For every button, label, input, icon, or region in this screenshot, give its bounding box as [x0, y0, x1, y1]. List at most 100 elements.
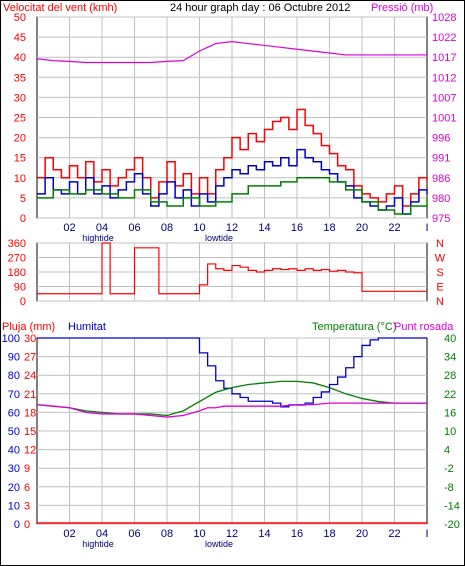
x-hour-label: 14: [258, 528, 270, 540]
humidity-y-tick: 90: [8, 352, 20, 364]
wind-y-tick: 50: [14, 12, 26, 24]
rain-y-tick: 24: [24, 370, 36, 382]
wind_avg-series-line: [37, 177, 428, 215]
pressure-y-tick: 1012: [432, 72, 456, 84]
pressure-y-tick: 986: [432, 173, 450, 185]
rain-label: Pluja (mm): [2, 321, 55, 333]
humidity-y-tick: 30: [8, 463, 20, 475]
compass-label: W: [435, 253, 446, 265]
wind-y-tick: 0: [20, 213, 26, 225]
temperature-y-tick: 16: [444, 407, 456, 419]
direction-series-line: [37, 242, 427, 295]
x-hour-label: 22: [388, 528, 400, 540]
pressure-y-tick: 975: [432, 213, 450, 225]
humidity-series-line: [37, 337, 427, 408]
pressure-y-tick: 1028: [432, 12, 456, 24]
wind-title: Velocitat del vent (kmh): [3, 2, 117, 14]
pressure-y-tick: 980: [432, 193, 450, 205]
temperature-series-line: [36, 380, 427, 417]
graph-title: 24 hour graph day : 06 Octubre 2012: [170, 2, 350, 14]
compass-label: N: [436, 296, 444, 308]
temperature-y-tick: 40: [444, 333, 456, 345]
chart-marks: 0510152025303540455097598098699199610011…: [2, 12, 460, 549]
wind-y-tick: 20: [14, 133, 26, 145]
compass-label: S: [436, 267, 443, 279]
wind-y-tick: 35: [14, 72, 26, 84]
direction-y-tick: 360: [8, 238, 26, 250]
x-hour-label: 18: [323, 222, 335, 234]
pressure-y-tick: 1017: [432, 52, 456, 64]
wind-y-tick: 40: [14, 52, 26, 64]
x-hour-label: 10: [193, 528, 205, 540]
wind-y-tick: 15: [14, 153, 26, 165]
x-hour-label: 06: [128, 528, 140, 540]
x-hour-label: 16: [291, 528, 303, 540]
compass-label: E: [436, 282, 443, 294]
temperature-y-tick: 10: [444, 426, 456, 438]
direction-y-tick: 270: [8, 253, 26, 265]
humidity-y-tick: 70: [8, 389, 20, 401]
x-hour-label: 20: [356, 528, 368, 540]
hightide-label: hightide: [82, 233, 114, 243]
rain-y-tick: 30: [24, 333, 36, 345]
direction-y-tick: 90: [14, 282, 26, 294]
compass-label: N: [436, 238, 444, 250]
humidity-y-tick: 100: [2, 333, 20, 345]
temperature-y-tick: -2: [444, 463, 454, 475]
lowtide-label: lowtide: [205, 539, 233, 549]
x-hour-label: 06: [128, 222, 140, 234]
wind-y-tick: 10: [14, 173, 26, 185]
rain-y-tick: 6: [24, 482, 30, 494]
rain-y-tick: 18: [24, 407, 36, 419]
pressure-series-line: [36, 41, 427, 64]
rain-y-tick: 12: [24, 445, 36, 457]
dew-label: Punt rosada: [394, 321, 454, 333]
humidity-label: Humitat: [68, 321, 106, 333]
x-hour-label: 14: [258, 222, 270, 234]
lowtide-label: lowtide: [205, 233, 233, 243]
temperature-y-tick: 28: [444, 370, 456, 382]
humidity-y-tick: 0: [14, 519, 20, 531]
temperature-label: Temperatura (°C): [312, 321, 396, 333]
x-hour-label: 08: [161, 528, 173, 540]
x-hour-label: 08: [161, 222, 173, 234]
x-hour-label: 10: [193, 222, 205, 234]
x-hour-label: 04: [96, 222, 108, 234]
temperature-y-tick: 22: [444, 389, 456, 401]
rain-y-tick: 0: [24, 519, 30, 531]
rain-y-tick: 3: [24, 500, 30, 512]
x-hour-label: I: [425, 222, 428, 234]
x-hour-label: 20: [356, 222, 368, 234]
humidity-y-tick: 80: [8, 370, 20, 382]
wind-y-tick: 25: [14, 113, 26, 125]
x-hour-label: 16: [291, 222, 303, 234]
x-hour-label: 04: [96, 528, 108, 540]
dew-series-line: [36, 402, 427, 418]
direction-y-tick: 180: [8, 267, 26, 279]
pressure-y-tick: 991: [432, 153, 450, 165]
rain-y-tick: 9: [24, 463, 30, 475]
humidity-y-tick: 20: [8, 482, 20, 494]
x-hour-label: 22: [388, 222, 400, 234]
temperature-y-tick: 34: [444, 352, 456, 364]
wind-y-tick: 30: [14, 92, 26, 104]
x-hour-label: 12: [226, 222, 238, 234]
humidity-y-tick: 10: [8, 500, 20, 512]
rain-y-tick: 27: [24, 352, 36, 364]
x-hour-label: I: [425, 528, 428, 540]
wind-y-tick: 45: [14, 32, 26, 44]
x-hour-label: 02: [63, 528, 75, 540]
temperature-y-tick: -20: [444, 519, 460, 531]
temperature-y-tick: 4: [444, 445, 450, 457]
pressure-y-tick: 1007: [432, 92, 456, 104]
x-hour-label: 02: [63, 222, 75, 234]
humidity-y-tick: 60: [8, 407, 20, 419]
wind-y-tick: 5: [20, 193, 26, 205]
rain-y-tick: 15: [24, 426, 36, 438]
humidity-y-tick: 40: [8, 445, 20, 457]
pressure-title: Pressió (mb): [371, 2, 433, 14]
pressure-y-tick: 1001: [432, 113, 456, 125]
temperature-y-tick: -14: [444, 500, 460, 512]
